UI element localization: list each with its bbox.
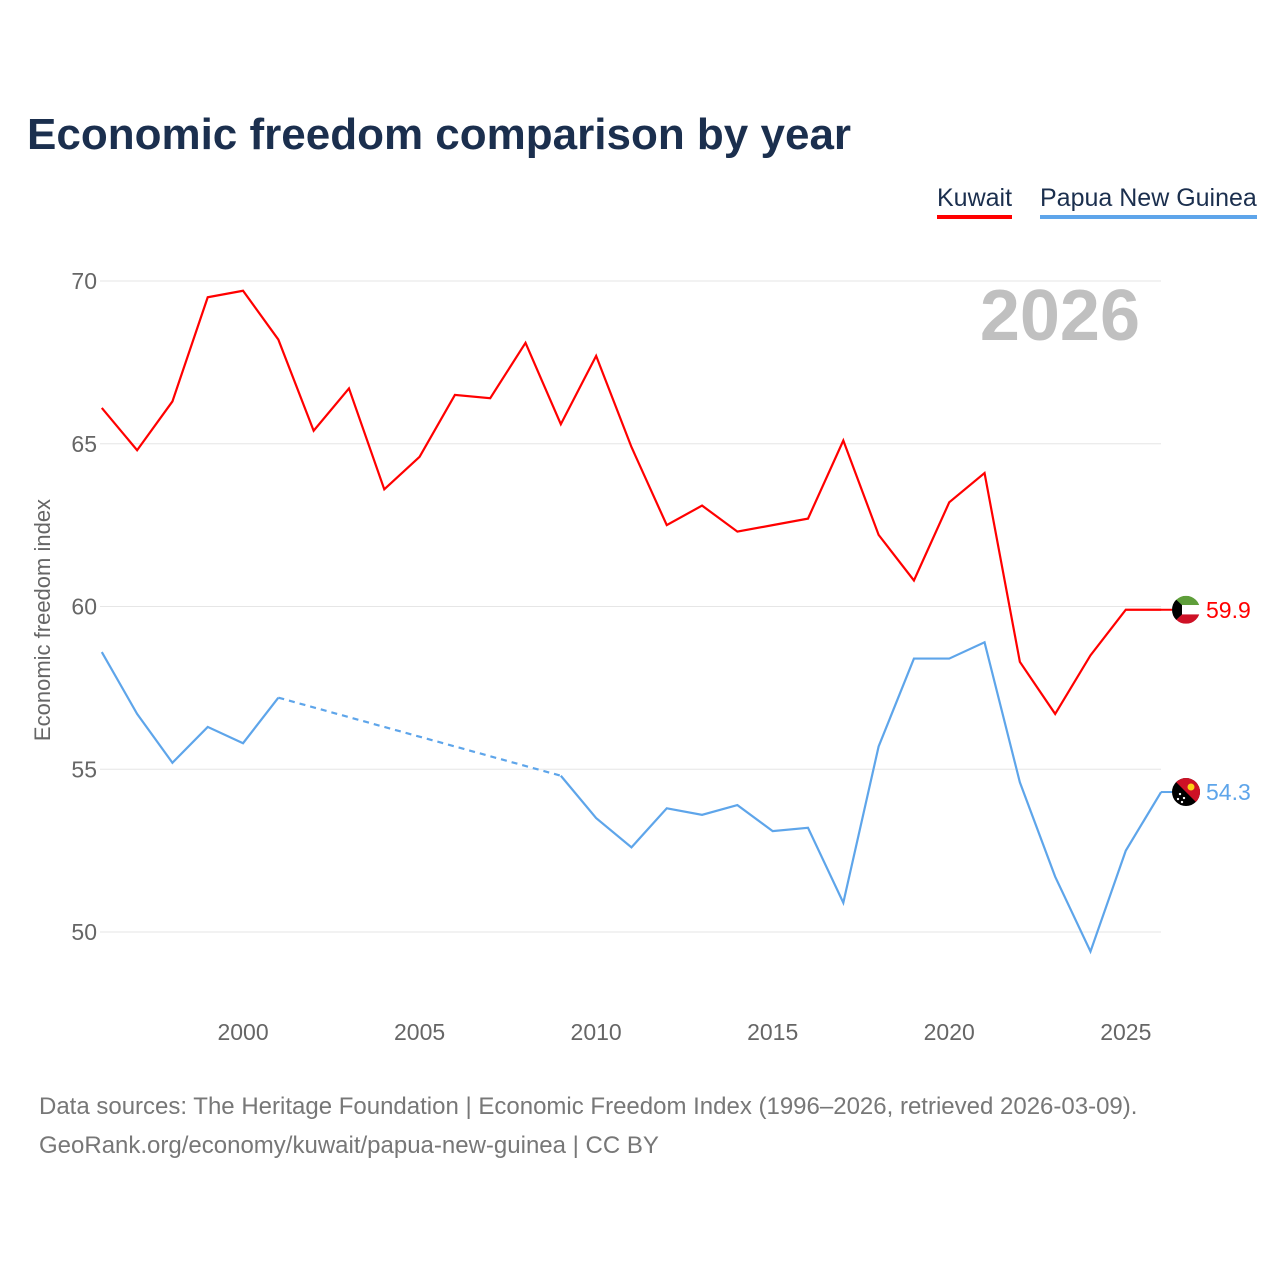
- footer-sources: Data sources: The Heritage Foundation | …: [39, 1093, 1138, 1120]
- y-axis-label: Economic freedom index: [30, 499, 55, 741]
- series-line-papua-new-guinea: [559, 640, 1163, 955]
- x-tick-label: 2025: [1100, 1019, 1151, 1045]
- y-tick-label: 55: [71, 756, 97, 782]
- footer: Data sources: The Heritage Foundation | …: [39, 1087, 1137, 1165]
- series-line-papua-new-guinea: [100, 651, 280, 765]
- y-tick-label: 50: [71, 919, 97, 945]
- end-value-label-kuwait: 59.9: [1206, 597, 1251, 623]
- y-tick-label: 60: [71, 594, 97, 620]
- series-line-kuwait: [100, 289, 1162, 716]
- flag-kuwait-icon: [1172, 595, 1200, 624]
- year-watermark: 2026: [980, 276, 1140, 356]
- footer-link[interactable]: GeoRank.org/economy/kuwait/papua-new-gui…: [39, 1132, 659, 1159]
- x-tick-label: 2005: [394, 1019, 445, 1045]
- flag-papua-new-guinea-icon: [1172, 778, 1200, 807]
- x-tick-label: 2010: [571, 1019, 622, 1045]
- chart-title: Economic freedom comparison by year: [27, 110, 852, 159]
- x-tick-label: 2000: [217, 1019, 268, 1045]
- x-tick-label: 2015: [747, 1019, 798, 1045]
- y-tick-label: 70: [71, 268, 97, 294]
- y-tick-label: 65: [71, 431, 97, 457]
- legend-papua-new-guinea[interactable]: Papua New Guinea: [1040, 184, 1257, 219]
- legend-kuwait[interactable]: Kuwait: [937, 184, 1013, 219]
- end-value-label-papua-new-guinea: 54.3: [1206, 779, 1251, 805]
- x-tick-label: 2020: [924, 1019, 975, 1045]
- gap-line-papua-new-guinea: [278, 696, 562, 777]
